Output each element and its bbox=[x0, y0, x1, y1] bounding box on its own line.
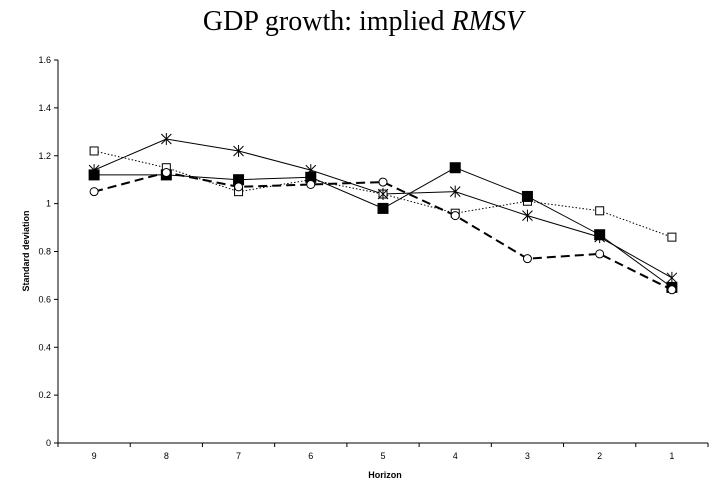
data-point bbox=[377, 202, 389, 214]
series-lines bbox=[93, 138, 673, 291]
y-axis-label: Standard deviation bbox=[21, 210, 31, 291]
series-markers bbox=[88, 132, 678, 295]
data-point bbox=[522, 254, 532, 264]
x-tick-label: 1 bbox=[669, 451, 674, 461]
y-tick-label: 0.8 bbox=[38, 247, 51, 257]
y-tick-label: 1 bbox=[46, 199, 51, 209]
data-point bbox=[594, 229, 606, 241]
x-axis-label: Horizon bbox=[368, 470, 402, 480]
y-tick-label: 0 bbox=[46, 438, 51, 448]
data-point bbox=[377, 188, 389, 201]
data-point bbox=[449, 185, 461, 198]
x-tick-label: 5 bbox=[380, 451, 385, 461]
data-point bbox=[449, 162, 461, 174]
data-point bbox=[667, 285, 677, 295]
y-tick-label: 0.4 bbox=[38, 342, 51, 352]
data-point bbox=[522, 209, 533, 222]
data-point bbox=[378, 177, 388, 187]
x-tick-label: 3 bbox=[525, 451, 530, 461]
data-point bbox=[306, 179, 316, 189]
data-point bbox=[160, 132, 172, 145]
data-point bbox=[88, 169, 100, 181]
x-tick-label: 8 bbox=[164, 451, 169, 461]
y-tick-label: 0.2 bbox=[38, 390, 51, 400]
data-point bbox=[521, 190, 533, 202]
data-point bbox=[666, 271, 678, 284]
y-tick-label: 1.6 bbox=[38, 55, 51, 65]
chart-title-prefix: GDP growth: implied bbox=[202, 6, 452, 37]
series-line-4 bbox=[93, 171, 673, 291]
data-point bbox=[161, 168, 171, 178]
series-line-1 bbox=[93, 150, 673, 238]
x-tick-label: 9 bbox=[92, 451, 97, 461]
x-tick-label: 4 bbox=[453, 451, 458, 461]
data-point bbox=[595, 249, 605, 259]
data-point bbox=[595, 206, 605, 216]
x-tick-label: 2 bbox=[597, 451, 602, 461]
x-tick-label: 7 bbox=[236, 451, 241, 461]
data-point bbox=[450, 211, 460, 221]
data-point bbox=[89, 146, 99, 156]
data-point bbox=[233, 144, 244, 157]
x-tick-label: 6 bbox=[308, 451, 313, 461]
tick-labels: 0 0.2 0.4 0.6 0.8 1 1.2 1.4 1.6 9 8 7 6 5 4 3 2 1 bbox=[38, 55, 674, 461]
data-point bbox=[667, 232, 677, 242]
data-point bbox=[89, 187, 99, 197]
y-tick-label: 0.6 bbox=[38, 294, 51, 304]
chart-title-emphasis: RMSV bbox=[451, 6, 524, 37]
data-point bbox=[234, 182, 244, 192]
y-tick-label: 1.2 bbox=[38, 151, 51, 161]
y-tick-label: 1.4 bbox=[38, 103, 51, 113]
axes bbox=[54, 59, 709, 447]
chart-title: GDP growth: implied RMSV bbox=[0, 6, 726, 38]
